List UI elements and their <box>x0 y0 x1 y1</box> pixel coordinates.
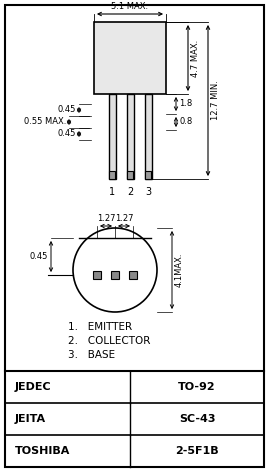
Text: 1: 1 <box>109 187 115 197</box>
Text: 1.27: 1.27 <box>115 214 133 223</box>
Text: 1.8: 1.8 <box>179 100 192 109</box>
Bar <box>94 22 166 94</box>
Text: 5.1 MAX.: 5.1 MAX. <box>111 2 148 11</box>
Bar <box>93 271 101 279</box>
Text: 0.45: 0.45 <box>30 252 48 261</box>
Text: 4.1MAX.: 4.1MAX. <box>175 253 184 287</box>
Text: 0.45: 0.45 <box>58 129 76 138</box>
Text: 3.   BASE: 3. BASE <box>68 350 115 360</box>
Circle shape <box>73 228 157 312</box>
Text: 0.55 MAX.: 0.55 MAX. <box>24 118 66 126</box>
Bar <box>126 94 133 179</box>
Text: JEDEC: JEDEC <box>15 382 52 392</box>
Bar <box>145 171 151 179</box>
Text: 0.8: 0.8 <box>179 118 192 126</box>
Text: TO-92: TO-92 <box>178 382 216 392</box>
Text: 2.   COLLECTOR: 2. COLLECTOR <box>68 336 150 346</box>
Bar <box>129 271 137 279</box>
Text: 2-5F1B: 2-5F1B <box>175 446 219 456</box>
Bar <box>127 171 133 179</box>
Bar <box>144 94 151 179</box>
Bar <box>109 171 115 179</box>
Text: 12.7 MIN.: 12.7 MIN. <box>211 81 220 120</box>
Text: 1.   EMITTER: 1. EMITTER <box>68 322 132 332</box>
Text: JEITA: JEITA <box>15 414 46 424</box>
Bar <box>108 94 115 179</box>
Text: 1.27: 1.27 <box>97 214 115 223</box>
Text: 4.7 MAX.: 4.7 MAX. <box>191 39 200 76</box>
Text: SC-43: SC-43 <box>179 414 215 424</box>
Text: 0.45: 0.45 <box>58 106 76 115</box>
Text: TOSHIBA: TOSHIBA <box>15 446 70 456</box>
Text: 3: 3 <box>145 187 151 197</box>
Text: 2: 2 <box>127 187 133 197</box>
Bar <box>111 271 119 279</box>
